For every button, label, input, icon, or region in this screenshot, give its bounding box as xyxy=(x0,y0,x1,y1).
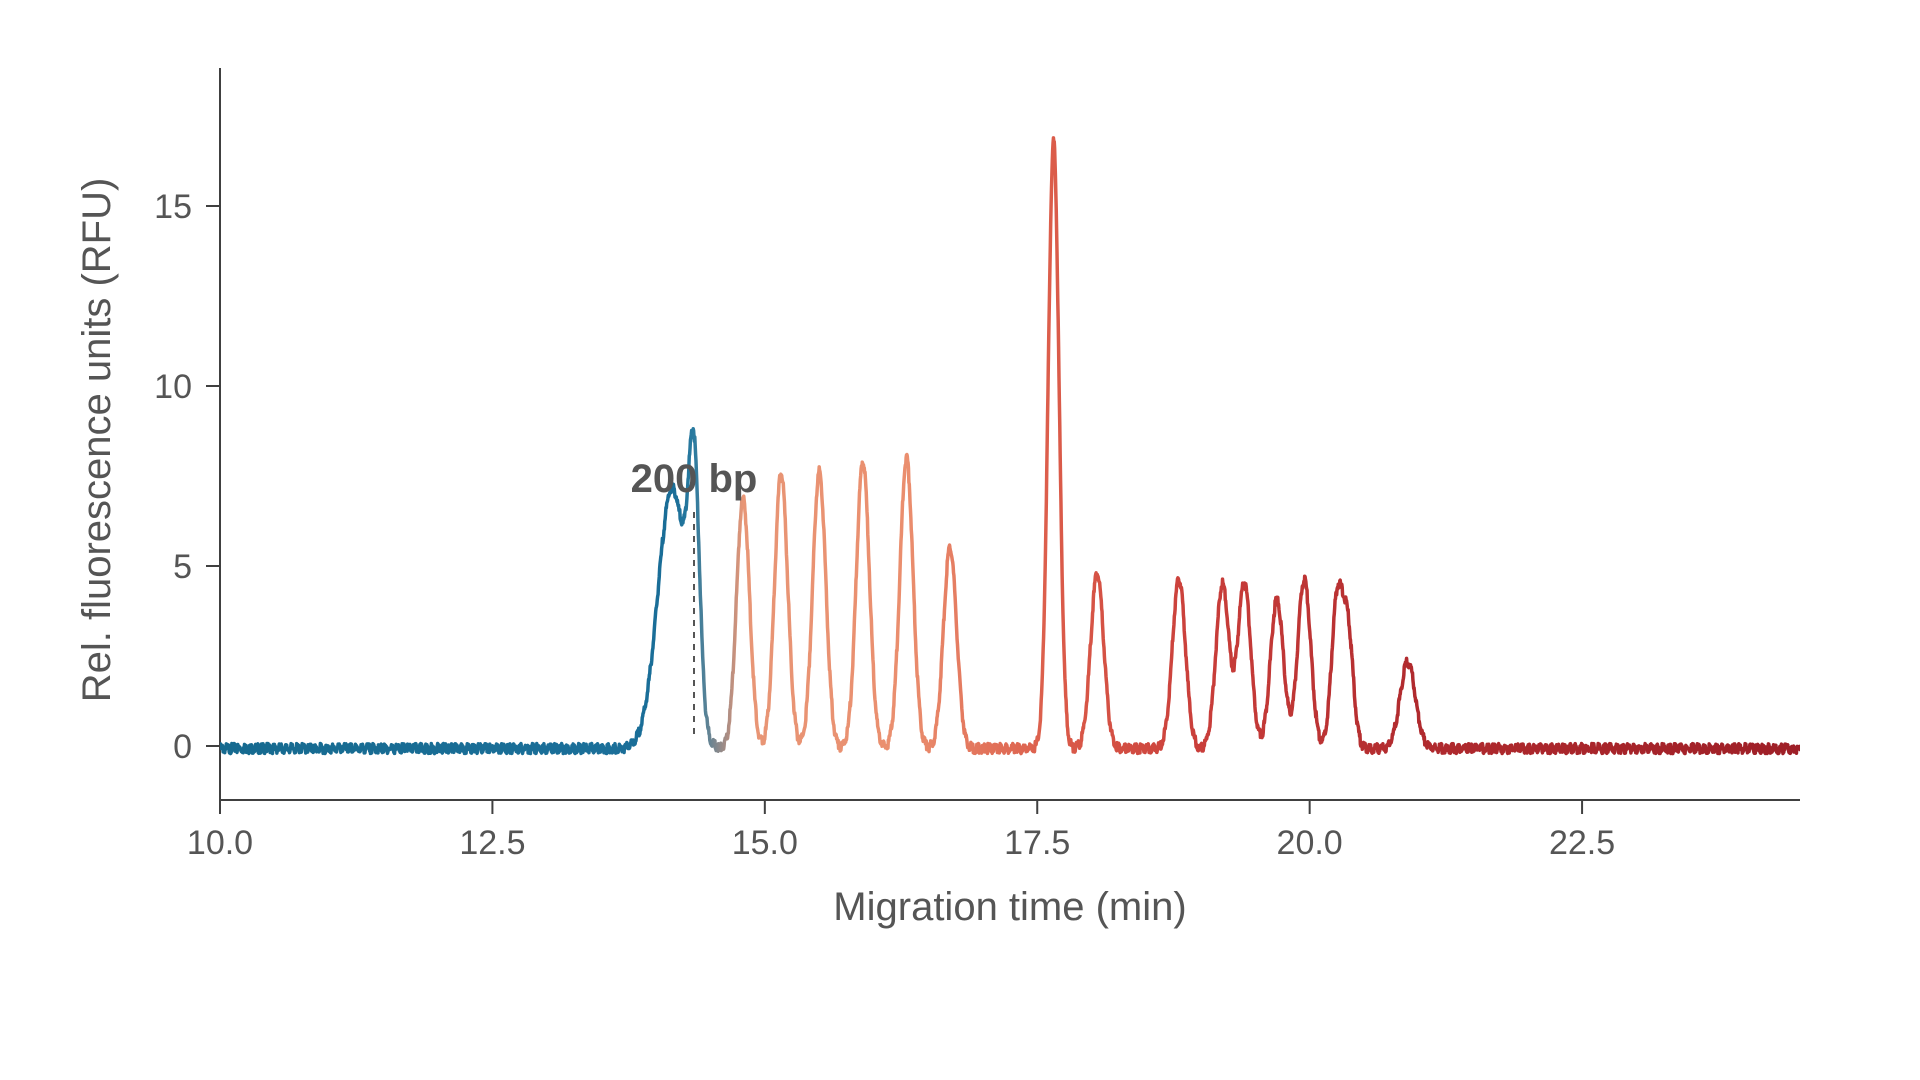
y-tick-label: 5 xyxy=(173,548,192,586)
y-tick-label: 0 xyxy=(173,728,192,766)
x-tick-label: 22.5 xyxy=(1549,824,1615,862)
annotation-200bp-label: 200 bp xyxy=(631,457,758,501)
x-axis-label: Migration time (min) xyxy=(833,885,1186,929)
y-tick-label: 10 xyxy=(154,368,192,406)
x-tick-label: 15.0 xyxy=(732,824,798,862)
x-tick-label: 17.5 xyxy=(1004,824,1070,862)
electropherogram-chart: 10.0 12.5 15.0 17.5 20.0 22.5 0 5 10 15 Migration … xyxy=(0,0,1920,1080)
x-tick-label: 12.5 xyxy=(459,824,525,862)
x-tick-label: 20.0 xyxy=(1277,824,1343,862)
axis-frame xyxy=(220,68,1800,800)
y-tick-label: 15 xyxy=(154,188,192,226)
y-axis-label: Rel. fluorescence units (RFU) xyxy=(75,178,119,703)
electropherogram-trace xyxy=(220,138,1800,754)
x-tick-label: 10.0 xyxy=(187,824,253,862)
